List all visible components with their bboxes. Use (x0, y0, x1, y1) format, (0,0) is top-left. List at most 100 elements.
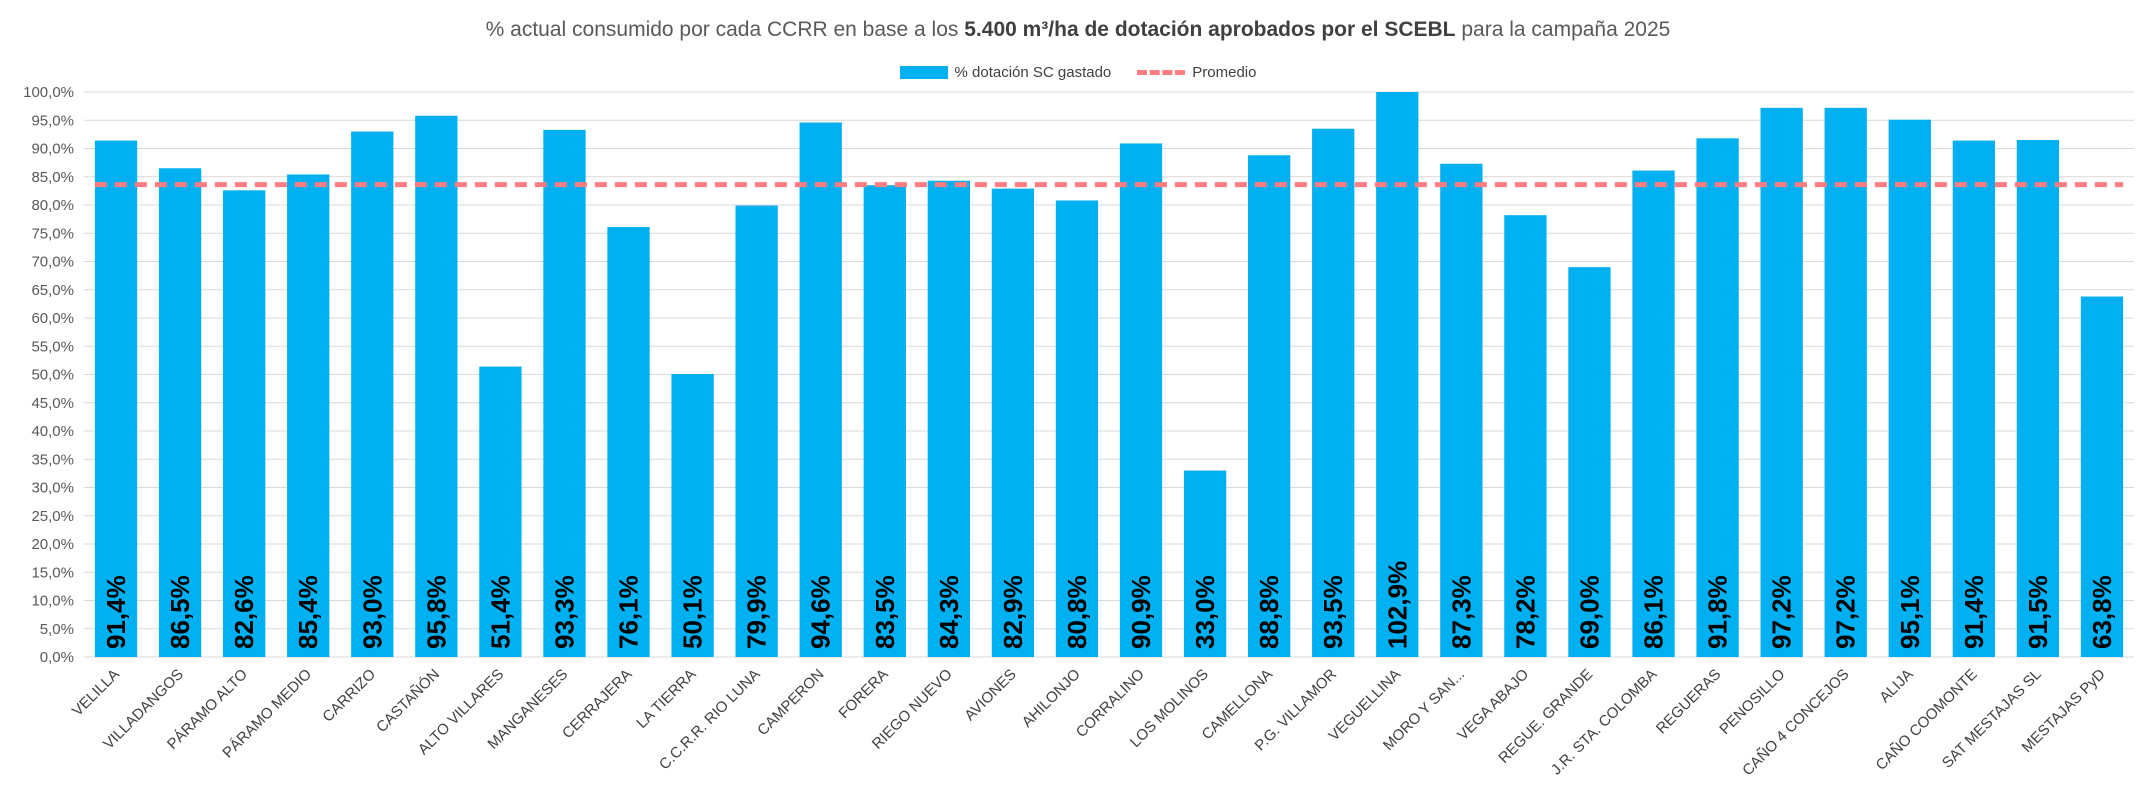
data-label: 76,1% (614, 575, 644, 649)
y-tick-label: 30,0% (31, 480, 74, 497)
y-tick-label: 10,0% (31, 593, 74, 610)
y-tick-label: 85,0% (31, 169, 74, 186)
data-label: 91,5% (2023, 575, 2053, 649)
bar (479, 366, 522, 657)
data-label: 88,8% (1254, 575, 1284, 649)
data-label: 102,9% (1382, 561, 1412, 649)
y-tick-label: 70,0% (31, 254, 74, 271)
bar (351, 131, 394, 658)
bar (1568, 267, 1611, 657)
y-tick-label: 65,0% (31, 282, 74, 299)
y-tick-label: 20,0% (31, 536, 74, 553)
data-label: 78,2% (1510, 575, 1540, 649)
bar (1632, 170, 1675, 657)
y-tick-label: 45,0% (31, 395, 74, 412)
bar (2016, 140, 2060, 657)
x-tick-label: ALIJA (1876, 666, 1916, 706)
bar (94, 140, 138, 658)
y-tick-label: 35,0% (31, 451, 74, 468)
data-label: 93,3% (549, 575, 579, 649)
x-tick-label: REGUERAS (1653, 666, 1725, 738)
x-tick-label: CAMPERON (754, 666, 827, 739)
bar (1760, 107, 1803, 657)
bar (543, 129, 586, 658)
data-label: 97,2% (1767, 575, 1797, 649)
bar (1952, 140, 1995, 658)
bar (607, 227, 650, 657)
x-tick-label: CASTAÑÓN (373, 666, 443, 736)
bar (223, 190, 266, 657)
chart-title-bold: 5.400 m³/ha de dotación aprobados por el… (964, 18, 1456, 41)
x-tick-label: PENOSILLO (1716, 666, 1788, 738)
data-label: 94,6% (806, 575, 836, 649)
x-tick-label: CAÑO 4 CONCEJOS (1739, 666, 1852, 779)
bar (1055, 200, 1099, 658)
x-tick-label: FORERA (835, 666, 891, 722)
bar (991, 188, 1035, 658)
data-label: 85,4% (293, 575, 323, 649)
bar (1248, 155, 1291, 657)
data-label: 82,6% (229, 575, 259, 649)
y-axis-ticks: 0,0% 5,0% 10,0% 15,0% 20,0% 25,0% 30,0% 35,0% 40… (23, 84, 74, 666)
data-label: 90,9% (1126, 575, 1156, 649)
legend-label-bars: % dotación SC gastado (954, 64, 1112, 81)
data-label: 91,4% (101, 575, 131, 649)
bar (1119, 143, 1163, 658)
legend-item-bars: % dotación SC gastado (899, 64, 1112, 81)
data-label: 93,5% (1318, 575, 1348, 649)
y-tick-label: 80,0% (31, 197, 74, 214)
data-label: 87,3% (1446, 575, 1476, 649)
bar (927, 180, 970, 657)
x-tick-label: AVIONES (961, 666, 1019, 724)
bar (287, 174, 330, 658)
data-label: 69,0% (1574, 575, 1604, 649)
data-label: 97,2% (1831, 575, 1861, 649)
data-label: 82,9% (998, 575, 1028, 649)
data-label: 63,8% (2087, 575, 2117, 649)
x-tick-label: VELILLA (69, 666, 123, 720)
bar (2080, 296, 2124, 657)
legend: % dotación SC gastado Promedio (0, 64, 2156, 81)
bar (1440, 163, 1483, 657)
data-label: 84,3% (934, 575, 964, 649)
y-tick-label: 40,0% (31, 423, 74, 440)
y-tick-label: 0,0% (40, 649, 74, 666)
data-label: 80,8% (1062, 575, 1092, 649)
y-tick-label: 15,0% (31, 564, 74, 581)
data-label: 86,1% (1639, 575, 1669, 649)
bar (415, 115, 458, 658)
data-label: 79,9% (742, 575, 772, 649)
y-tick-label: 50,0% (31, 367, 74, 384)
legend-label-average: Promedio (1192, 64, 1257, 81)
bar (735, 205, 778, 657)
data-label: 95,8% (421, 575, 451, 649)
data-label: 83,5% (870, 575, 900, 649)
data-label: 51,4% (485, 575, 515, 649)
data-label: 50,1% (678, 575, 708, 649)
bar (1696, 138, 1739, 657)
data-label: 95,1% (1895, 575, 1925, 649)
legend-swatch-bars (899, 66, 948, 79)
data-label: 91,4% (1959, 575, 1989, 649)
y-tick-label: 25,0% (31, 508, 74, 525)
x-tick-label: AHILONJO (1019, 666, 1084, 731)
chart-title: % actual consumido por cada CCRR en base… (0, 18, 2156, 42)
data-label: 93,0% (357, 575, 387, 649)
chart-title-prefix: % actual consumido por cada CCRR en base… (485, 18, 965, 41)
bar (671, 373, 714, 657)
bar (1504, 215, 1547, 658)
bar (1183, 470, 1227, 657)
data-label: 86,5% (165, 575, 195, 649)
x-tick-label: LA TIERRA (633, 666, 699, 732)
data-label: 33,0% (1190, 575, 1220, 649)
bar (799, 122, 842, 657)
bar (1312, 128, 1355, 658)
bar (1824, 107, 1867, 657)
legend-item-average: Promedio (1137, 64, 1256, 81)
bar (1888, 119, 1931, 657)
bar (863, 185, 906, 657)
data-labels: 91,4% 86,5% 82,6% 85,4% 93,0% 95,8% 51,4% 93,3%… (101, 561, 2117, 649)
x-tick-label: CARRIZO (319, 666, 379, 726)
